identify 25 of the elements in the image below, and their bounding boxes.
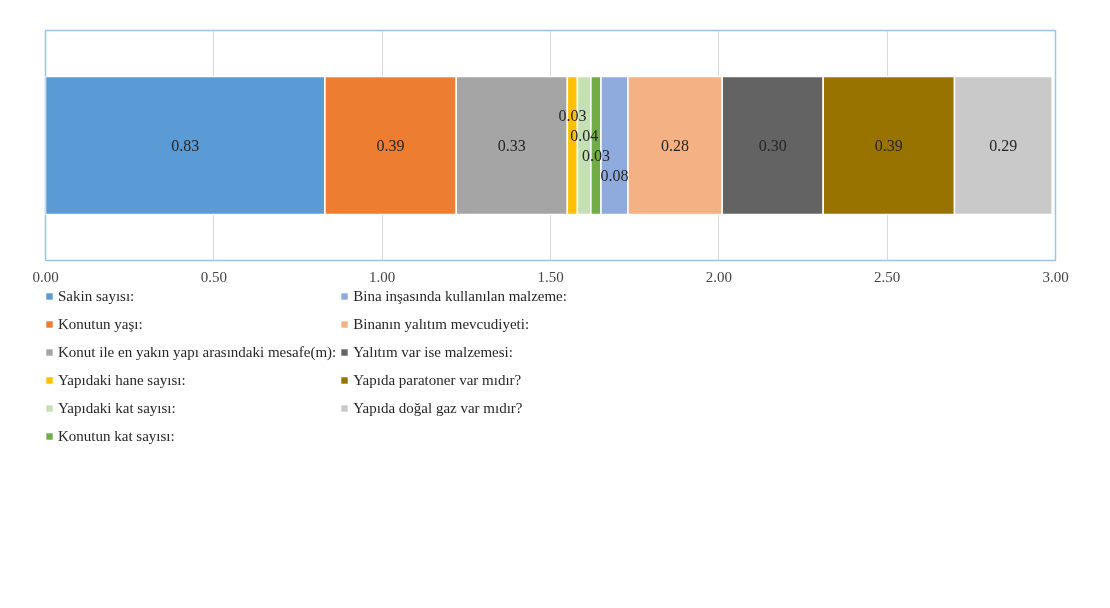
x-tick-label: 2.00: [705, 268, 732, 285]
x-tick-label: 2.50: [874, 268, 901, 285]
data-label: 0.39: [376, 137, 405, 154]
legend-label: Konutun kat sayısı:: [58, 426, 175, 446]
legend-label: Yapıdaki kat sayısı:: [58, 398, 176, 418]
data-label: 0.33: [497, 137, 526, 154]
x-tick-label: 3.00: [1042, 268, 1069, 285]
legend-label: Konut ile en yakın yapı arasındaki mesafe(m):: [58, 342, 337, 362]
data-label: 0.83: [171, 137, 200, 154]
legend-label: Yapıda paratoner var mıdır?: [353, 370, 522, 390]
x-tick-label: 1.50: [537, 268, 564, 285]
legend-label: Sakin sayısı:: [58, 286, 135, 306]
x-tick-label: 1.00: [369, 268, 396, 285]
x-tick-label: 0.50: [200, 268, 227, 285]
legend-label: Yapıda doğal gaz var mıdır?: [353, 398, 523, 418]
data-label: 0.30: [758, 137, 787, 154]
x-tick-label: 0.00: [32, 268, 59, 285]
legend-label: Konutun yaşı:: [58, 314, 143, 334]
data-label: 0.29: [989, 137, 1018, 154]
data-label: 0.39: [874, 137, 903, 154]
legend-label: Yalıtım var ise malzemesi:: [353, 342, 513, 362]
legend-label: Binanın yalıtım mevcudiyeti:: [353, 314, 530, 334]
legend-label: Yapıdaki hane sayısı:: [58, 370, 186, 390]
legend-label: Bina inşasında kullanılan malzeme:: [353, 286, 567, 306]
data-label: 0.28: [661, 137, 690, 154]
